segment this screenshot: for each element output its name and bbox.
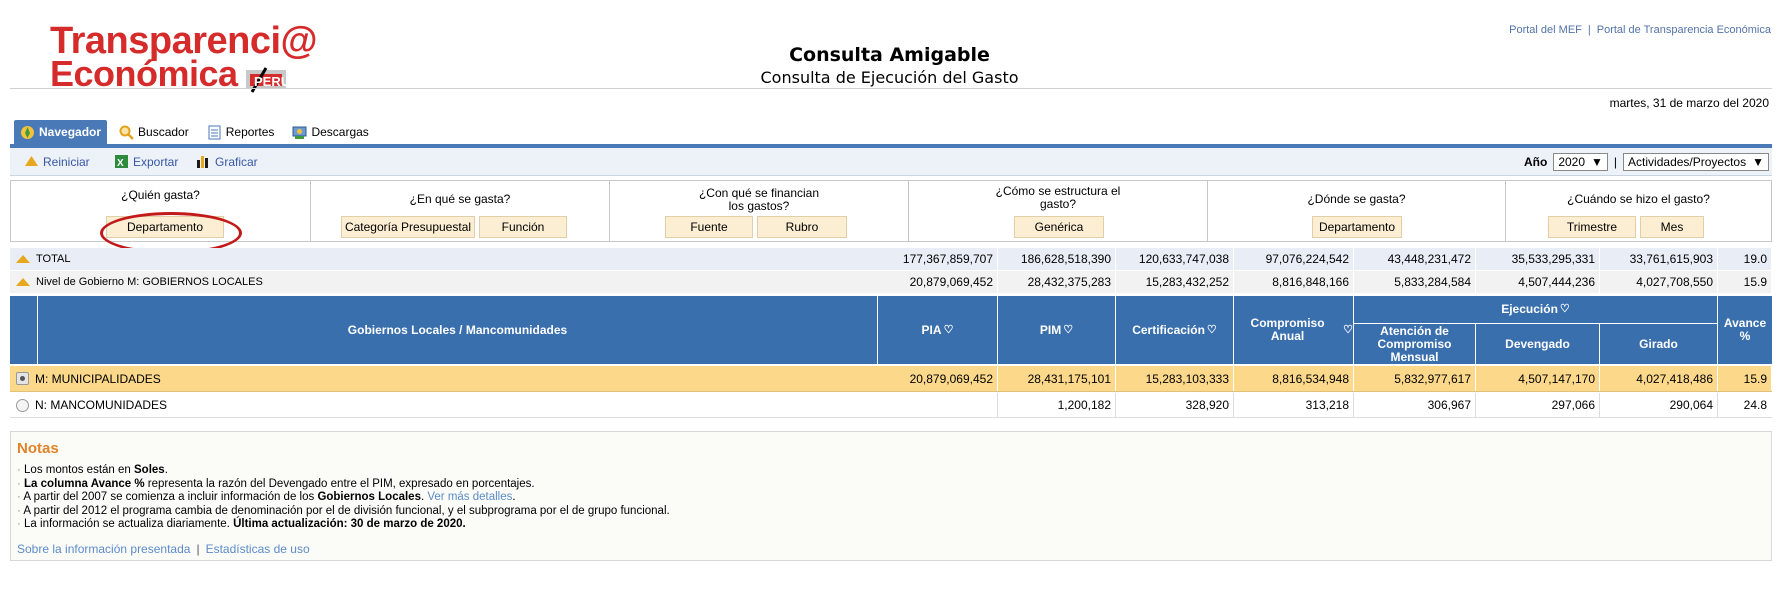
question-en-que-se-gasta: ¿En qué se gasta? Categoría Presupuestal…: [311, 181, 610, 241]
page-title: Consulta Amigable: [789, 44, 990, 66]
dropdown-arrow-icon: ▼: [1591, 155, 1603, 169]
top-links: Portal del MEF | Portal de Transparencia E…: [1509, 24, 1771, 36]
nivel-gobierno-row[interactable]: Nivel de Gobierno M: GOBIERNOS LOCALES 2…: [10, 271, 1772, 293]
nav-tabs: Navegador Buscador Reportes Descargas: [14, 120, 375, 144]
link-portal-transparencia[interactable]: Portal de Transparencia Económica: [1596, 24, 1771, 36]
graficar-button[interactable]: Graficar: [196, 154, 258, 169]
sort-icon: ♡: [943, 323, 954, 336]
page-subtitle: Consulta de Ejecución del Gasto: [760, 68, 1019, 87]
categoria-presupuestal-button[interactable]: Categoría Presupuestal: [341, 216, 475, 238]
sobre-informacion-link[interactable]: Sobre la información presentada: [17, 542, 191, 556]
note-item: La información se actualiza diariamente.…: [17, 518, 670, 532]
download-icon: [292, 126, 307, 139]
question-como-se-estructura: ¿Cómo se estructura el gasto? Genérica: [909, 181, 1208, 241]
note-item: A partir del 2007 se comienza a incluir …: [17, 491, 670, 505]
collapse-triangle-icon: [16, 278, 30, 286]
svg-text:PERU: PERU: [254, 74, 290, 89]
svg-text:X: X: [117, 158, 124, 169]
header-certificacion[interactable]: Certificación ♡: [1116, 296, 1234, 364]
note-item: A partir del 2012 el programa cambia de …: [17, 505, 669, 519]
excel-icon: X: [115, 155, 128, 169]
estadisticas-link[interactable]: Estadísticas de uso: [205, 542, 310, 556]
sort-icon: ♡: [1063, 323, 1074, 336]
fuente-button[interactable]: Fuente: [665, 216, 753, 238]
question-cuando-se-hizo: ¿Cuándo se hizo el gasto? Trimestre Mes: [1506, 181, 1771, 241]
compass-icon: [21, 125, 34, 139]
table-row[interactable]: N: MANCOMUNIDADES 1,200,182 328,920 313,…: [10, 393, 1772, 418]
year-select[interactable]: 2020 ▼: [1553, 153, 1608, 171]
header-ejecucion[interactable]: Ejecución ♡: [1354, 296, 1718, 324]
header-avance: Avance %: [1723, 316, 1767, 343]
toolbar: Reiniciar X Exportar Graficar: [10, 148, 1772, 176]
table-row[interactable]: M: MUNICIPALIDADES 20,879,069,452 28,431…: [10, 366, 1772, 392]
notes-title: Notas: [17, 440, 59, 457]
note-item: Los montos están en Soles.: [17, 464, 670, 478]
header-compromiso-anual[interactable]: Compromiso Anual ♡: [1234, 296, 1354, 364]
trimestre-button[interactable]: Trimestre: [1548, 216, 1636, 238]
tab-reportes[interactable]: Reportes: [201, 120, 281, 144]
collapse-triangle-icon: [16, 255, 30, 263]
row-radio[interactable]: [16, 372, 29, 385]
total-row[interactable]: TOTAL 177,367,859,707 186,628,518,390 12…: [10, 248, 1772, 270]
question-con-que-se-financian: ¿Con qué se financian los gastos? Fuente…: [610, 181, 909, 241]
transparencia-logo: Transparenci@ Económica PERU: [50, 14, 318, 93]
sort-icon: ♡: [1343, 323, 1353, 336]
table-header: Gobiernos Locales / Mancomunidades PIA ♡ …: [10, 296, 1772, 364]
notes-footer: Sobre la información presentada | Estadíst…: [17, 542, 310, 556]
header-atencion: Atención de Compromiso Mensual: [1354, 324, 1476, 364]
up-arrow-icon: [25, 156, 38, 166]
header-pia[interactable]: PIA ♡: [878, 296, 998, 364]
tab-descargas[interactable]: Descargas: [286, 120, 374, 144]
current-date: martes, 31 de marzo del 2020: [1609, 96, 1769, 110]
bar-chart-icon: [197, 156, 208, 168]
year-selector: Año 2020 ▼ | Actividades/Proyectos ▼: [1524, 153, 1769, 171]
dropdown-arrow-icon: ▼: [1752, 155, 1764, 169]
note-item: La columna Avance % representa la razón …: [17, 478, 670, 492]
header-divider: [10, 88, 1772, 89]
tab-bar-underline: [10, 144, 1772, 148]
notes-panel: Notas Los montos están en Soles. La colu…: [10, 431, 1772, 561]
magnifier-icon: [119, 125, 134, 140]
rubro-button[interactable]: Rubro: [757, 216, 847, 238]
funcion-button[interactable]: Función: [479, 216, 567, 238]
tab-buscador[interactable]: Buscador: [113, 120, 195, 144]
header-girado: Girado: [1600, 324, 1718, 364]
departamento-donde-button[interactable]: Departamento: [1312, 216, 1402, 238]
tab-navegador[interactable]: Navegador: [14, 120, 108, 144]
reiniciar-button[interactable]: Reiniciar: [24, 154, 90, 169]
notes-list: Los montos están en Soles. La columna Av…: [17, 464, 670, 532]
header-pim[interactable]: PIM ♡: [998, 296, 1116, 364]
mes-button[interactable]: Mes: [1640, 216, 1704, 238]
exportar-button[interactable]: X Exportar: [114, 154, 178, 169]
header-gobiernos-locales: Gobiernos Locales / Mancomunidades: [38, 296, 878, 364]
sort-icon: ♡: [1206, 323, 1217, 336]
question-donde-se-gasta: ¿Dónde se gasta? Departamento: [1208, 181, 1506, 241]
link-portal-mef[interactable]: Portal del MEF: [1509, 24, 1582, 36]
sort-icon: ♡: [1559, 303, 1570, 315]
question-row: ¿Quién gasta? Departamento ¿En qué se ga…: [10, 180, 1772, 242]
generica-button[interactable]: Genérica: [1014, 216, 1104, 238]
header-devengado: Devengado: [1476, 324, 1600, 364]
view-select[interactable]: Actividades/Proyectos ▼: [1623, 153, 1769, 171]
row-radio[interactable]: [16, 398, 29, 412]
ver-mas-detalles-link[interactable]: Ver más detalles: [427, 491, 513, 503]
document-icon: [208, 125, 221, 139]
